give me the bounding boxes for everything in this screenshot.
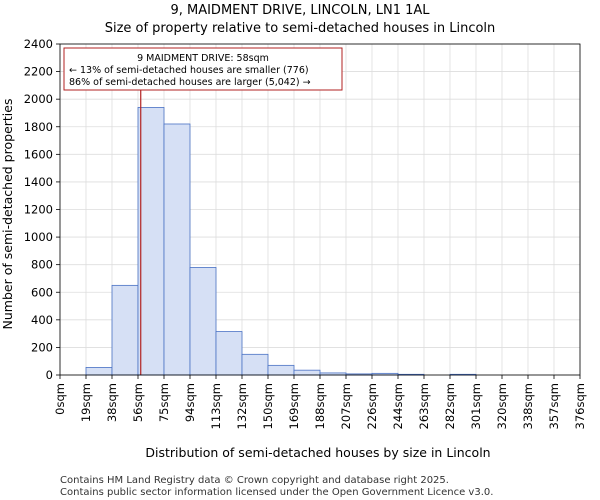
x-tick-label: 226sqm [365, 383, 379, 429]
footer-line2: Contains public sector information licen… [60, 487, 493, 498]
x-tick-label: 56sqm [131, 383, 145, 422]
annotation-line2: ← 13% of semi-detached houses are smalle… [69, 65, 309, 76]
x-tick-label: 132sqm [235, 383, 249, 429]
bar [85, 367, 113, 376]
bars [85, 107, 477, 376]
x-tick-label: 338sqm [521, 383, 535, 429]
bar [137, 107, 165, 376]
x-tick-label: 263sqm [417, 383, 431, 429]
chart-title-line1: 9, MAIDMENT DRIVE, LINCOLN, LN1 1AL [170, 3, 430, 18]
y-tick-label: 600 [31, 285, 53, 299]
y-tick-label: 1200 [24, 203, 53, 217]
x-tick-label: 282sqm [443, 383, 457, 429]
x-tick-label: 0sqm [53, 383, 67, 415]
y-tick-label: 2200 [24, 65, 53, 79]
y-tick-label: 1000 [24, 230, 53, 244]
x-tick-label: 113sqm [209, 383, 223, 429]
y-tick-label: 800 [31, 258, 53, 272]
annotation-line1: 9 MAIDMENT DRIVE: 58sqm [137, 53, 269, 64]
y-tick-label: 2400 [24, 37, 53, 51]
bar [111, 284, 139, 376]
y-tick-label: 200 [31, 340, 53, 354]
bar [163, 123, 191, 376]
plot-frame [59, 43, 581, 376]
y-tick-label: 1800 [24, 120, 53, 134]
y-tick-label: 1400 [24, 175, 53, 189]
x-tick-label: 94sqm [183, 383, 197, 422]
annotation-line3: 86% of semi-detached houses are larger (… [69, 77, 311, 88]
x-tick-label: 320sqm [495, 383, 509, 429]
x-tick-label: 207sqm [339, 383, 353, 429]
x-tick-label: 244sqm [391, 383, 405, 429]
y-tick-label: 2000 [24, 92, 53, 106]
x-axis: 0sqm 19sqm 38sqm 56sqm 75sqm 94sqm 113sqm 132sq… [53, 375, 587, 429]
bar [215, 331, 243, 376]
x-tick-label: 150sqm [261, 383, 275, 429]
x-tick-label: 188sqm [313, 383, 327, 429]
bar [189, 267, 217, 376]
x-tick-label: 357sqm [547, 383, 561, 429]
y-axis: 0 200 400 600 800 1000 1200 1400 1600 1800 2000 220… [24, 37, 60, 382]
x-tick-label: 376sqm [573, 383, 587, 429]
x-tick-label: 169sqm [287, 383, 301, 429]
y-tick-label: 1600 [24, 147, 53, 161]
chart-title-line2: Size of property relative to semi-detach… [105, 21, 496, 36]
bar [241, 353, 269, 376]
x-tick-label: 19sqm [79, 383, 93, 422]
bar [293, 369, 321, 376]
y-tick-label: 400 [31, 313, 53, 327]
y-tick-label: 0 [46, 368, 53, 382]
footer-line1: Contains HM Land Registry data © Crown c… [60, 475, 449, 486]
x-tick-label: 75sqm [157, 383, 171, 422]
bar [267, 364, 295, 376]
annotation-box: 9 MAIDMENT DRIVE: 58sqm ← 13% of semi-de… [63, 47, 343, 91]
x-tick-label: 301sqm [469, 383, 483, 429]
x-axis-label: Distribution of semi-detached houses by … [145, 445, 490, 460]
x-tick-label: 38sqm [105, 383, 119, 422]
y-axis-label: Number of semi-detached properties [0, 99, 15, 330]
